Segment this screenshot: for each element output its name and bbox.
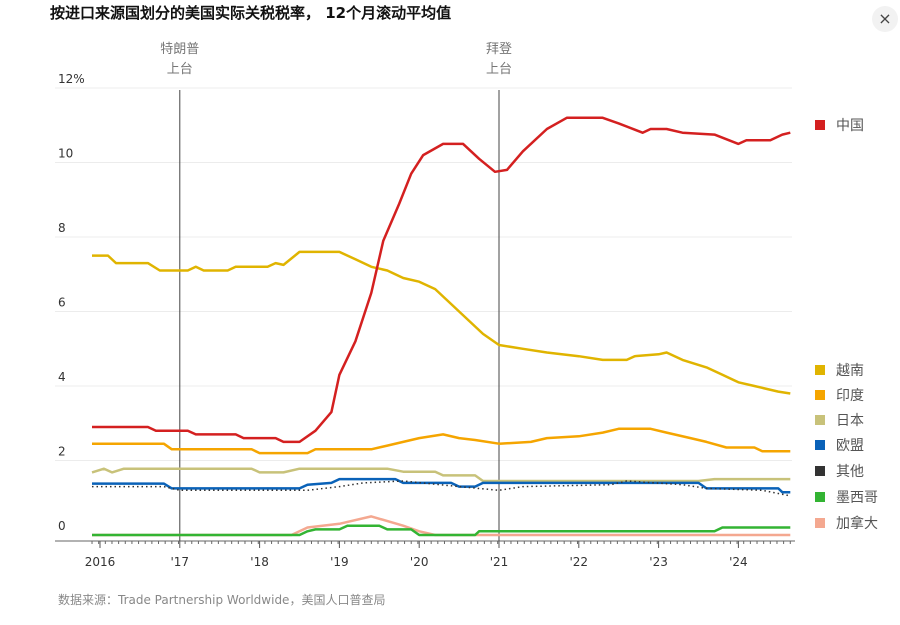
legend-swatch — [815, 492, 825, 502]
close-button[interactable]: × — [872, 6, 898, 32]
chart-title: 按进口来源国划分的美国实际关税税率， 12个月滚动平均值 — [50, 4, 452, 22]
y-tick-label: 0 — [58, 519, 66, 533]
y-tick-label: 12% — [58, 72, 85, 86]
legend-swatch — [815, 466, 825, 476]
y-tick-label: 4 — [58, 370, 66, 384]
legend-swatch — [815, 365, 825, 375]
x-tick-label: '18 — [250, 555, 269, 569]
y-tick-label: 8 — [58, 221, 66, 235]
series-line-2 — [92, 427, 791, 455]
legend-swatch — [815, 440, 825, 450]
legend-label: 印度 — [836, 388, 864, 404]
x-tick-label: '21 — [490, 555, 509, 569]
y-tick-label: 6 — [58, 296, 66, 310]
x-tick-label: '19 — [330, 555, 349, 569]
event-label: 拜登 — [486, 42, 512, 57]
series-line-5 — [92, 480, 791, 497]
x-tick-label: '24 — [729, 555, 748, 569]
legend-label: 欧盟 — [836, 438, 864, 454]
x-tick-label: '20 — [410, 555, 429, 569]
series-line-3 — [91, 467, 791, 483]
series-line-1 — [92, 250, 791, 395]
x-tick-label: 2016 — [85, 555, 116, 569]
legend-swatch — [815, 415, 825, 425]
legend-label: 其他 — [836, 464, 864, 480]
legend-swatch — [815, 518, 825, 528]
x-tick-label: '17 — [171, 555, 190, 569]
legend-label: 加拿大 — [836, 515, 878, 532]
legend-label: 日本 — [836, 413, 864, 429]
legend-label: 中国 — [836, 118, 864, 134]
legend-label: 墨西哥 — [836, 490, 878, 506]
legend-swatch — [815, 120, 825, 130]
y-tick-label: 10 — [58, 147, 73, 161]
source-note: 数据来源：Trade Partnership Worldwide，美国人口普查局 — [58, 593, 386, 607]
event-label: 特朗普 — [160, 42, 199, 57]
series-line-0 — [92, 116, 791, 444]
x-tick-label: '23 — [649, 555, 668, 569]
x-tick-label: '22 — [570, 555, 589, 569]
event-label: 上台 — [167, 62, 193, 77]
legend-label: 越南 — [836, 363, 864, 379]
y-tick-label: 2 — [58, 445, 66, 459]
series-line-4 — [92, 477, 791, 494]
event-label: 上台 — [486, 62, 512, 77]
series-line-6 — [92, 524, 791, 537]
legend-swatch — [815, 390, 825, 400]
